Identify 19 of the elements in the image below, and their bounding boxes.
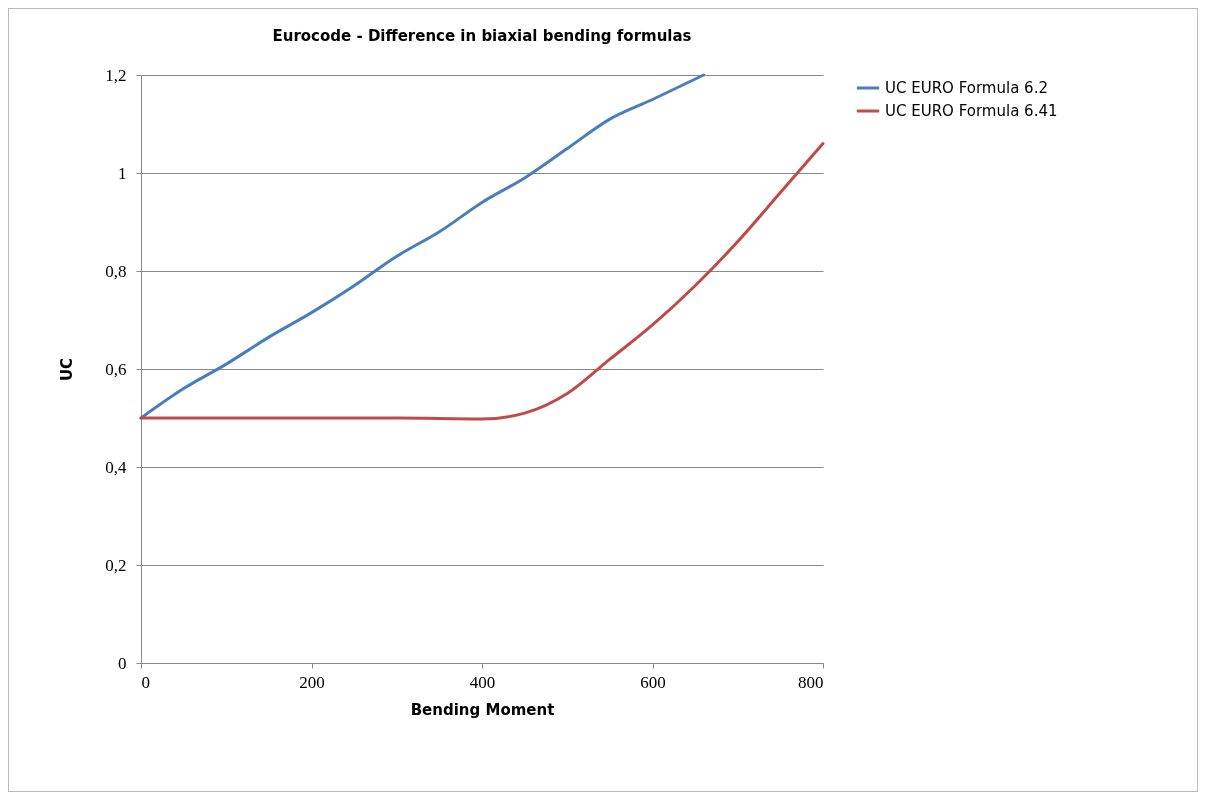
x-tick-label: 0	[141, 672, 150, 692]
line-series	[139, 142, 825, 421]
y-tick-label: 0	[118, 653, 127, 673]
y-tick-label: 1	[118, 163, 127, 183]
y-tick-label: 0,4	[105, 457, 127, 477]
legend-label: UC EURO Formula 6.41	[885, 102, 1058, 120]
y-tick-label: 0,2	[105, 555, 127, 575]
y-tick-label: 0,6	[105, 359, 127, 379]
x-tick-label: 200	[299, 672, 325, 692]
y-axis-title: UC	[58, 357, 77, 382]
chart-title: Eurocode - Difference in biaxial bending formulas	[272, 27, 692, 45]
x-tick-label: 400	[469, 672, 496, 692]
y-tick-label: 0,8	[105, 261, 127, 281]
x-tick-label: 600	[640, 672, 666, 692]
line-series	[139, 73, 706, 420]
x-axis-title: Bending Moment	[410, 700, 555, 719]
y-tick-label: 1,2	[105, 65, 127, 85]
x-tick-label: 800	[798, 672, 824, 692]
legend-label: UC EURO Formula 6.2	[885, 79, 1048, 97]
